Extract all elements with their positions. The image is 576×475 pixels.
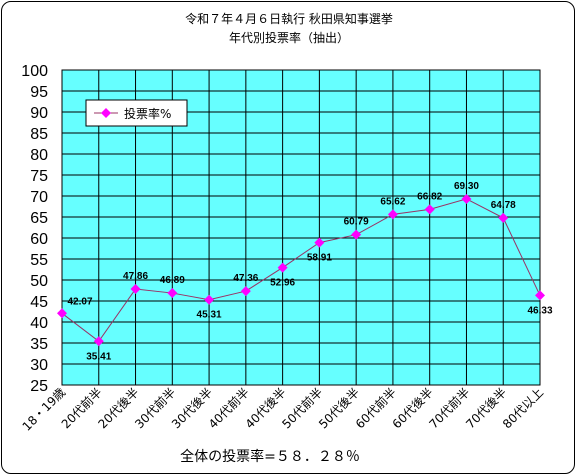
y-axis-ticks: 25 30 35 40 45 50 55 60 65 70 75 80 85 90 95 100 [21,63,48,395]
data-point [204,294,215,305]
data-label: 60.79 [344,217,369,228]
data-point [57,308,67,319]
data-point [93,336,104,347]
data-point [498,212,509,223]
data-point [424,204,435,215]
series-line [61,198,541,342]
data-label: 69.30 [454,181,479,192]
data-label: 46.33 [527,305,552,316]
legend-label: 投票率% [124,106,171,121]
data-point [461,193,472,204]
y-tick-label: 50 [30,273,48,290]
data-point [387,209,398,220]
y-tick-label: 25 [30,378,48,395]
y-tick-label: 70 [30,189,48,206]
legend: 投票率% [85,99,188,127]
x-tick-label: 80代以上 [500,385,546,431]
data-point [535,290,545,301]
x-axis-ticks: 18・19歳20代前半20代後半30代前半30代後半40代前半40代後半50代前… [20,385,546,434]
data-label: 46.89 [160,275,185,286]
data-label: 47.36 [233,273,258,284]
y-tick-label: 55 [30,252,48,269]
y-tick-label: 60 [30,231,48,248]
data-label: 64.78 [491,200,516,211]
series-layer [57,193,545,347]
data-point [167,288,178,299]
data-label: 66.82 [417,191,442,202]
y-tick-label: 95 [30,84,48,101]
overall-turnout-footer: 全体の投票率=５８．２８％ [180,448,360,465]
data-point [130,283,141,294]
y-tick-label: 85 [30,126,48,143]
y-tick-label: 45 [30,294,48,311]
data-labels: 42.07 35.41 47.86 46.89 45.31 47.36 52.96 58.91… [67,181,552,362]
data-label: 65.62 [380,196,405,207]
data-label: 52.96 [270,278,295,289]
y-tick-label: 80 [30,147,48,164]
chart-title: 令和７年４月６日執行 秋田県知事選挙 [185,11,393,26]
data-label: 58.91 [307,253,332,264]
y-tick-label: 90 [30,105,48,122]
data-label: 47.86 [123,271,148,282]
data-point [314,237,325,248]
legend-marker [101,108,111,118]
data-point [277,262,288,273]
y-tick-label: 65 [30,210,48,227]
y-tick-label: 35 [30,336,48,353]
data-label: 42.07 [67,296,92,307]
y-tick-label: 30 [30,357,48,374]
data-point [240,286,251,297]
data-point [351,229,362,240]
data-label: 45.31 [197,310,222,321]
y-tick-label: 40 [30,315,48,332]
chart-subtitle: 年代別投票率（抽出） [229,30,349,45]
y-tick-label: 75 [30,168,48,185]
y-tick-label: 100 [21,63,48,80]
data-label: 35.41 [86,351,111,362]
